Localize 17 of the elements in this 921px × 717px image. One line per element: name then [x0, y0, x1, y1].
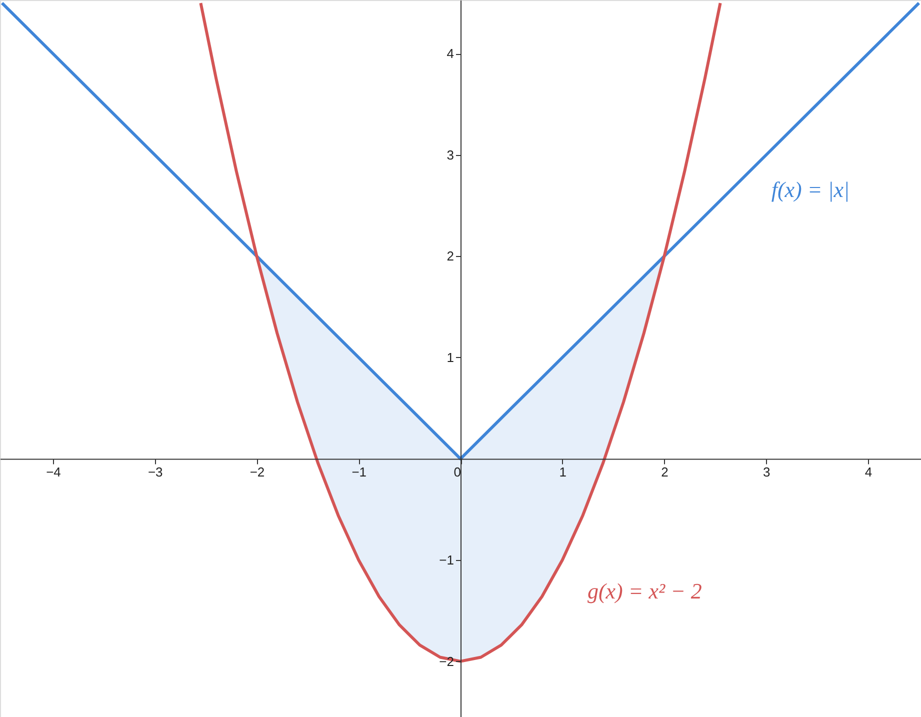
annotation: g(x) = x² − 2 [587, 578, 702, 604]
line-series [0, 2, 920, 460]
x-tick-label: −4 [46, 464, 61, 480]
x-tick-label: 2 [661, 464, 668, 480]
y-tick-label: 2 [446, 248, 454, 264]
y-tick-label: 1 [446, 350, 454, 365]
y-tick-label: 4 [446, 46, 454, 62]
x-tick-label: 4 [864, 464, 872, 480]
x-tick-label: 1 [559, 464, 566, 480]
x-tick-label: −1 [352, 464, 367, 480]
y-tick-label: 3 [446, 147, 454, 162]
x-tick-label: 3 [763, 464, 770, 480]
x-tick-label: 0 [454, 464, 461, 480]
x-tick-label: −3 [148, 464, 163, 480]
y-tick-label: −1 [439, 552, 454, 568]
annotation: f(x) = |x| [771, 177, 850, 202]
x-tick-label: −2 [250, 464, 265, 480]
